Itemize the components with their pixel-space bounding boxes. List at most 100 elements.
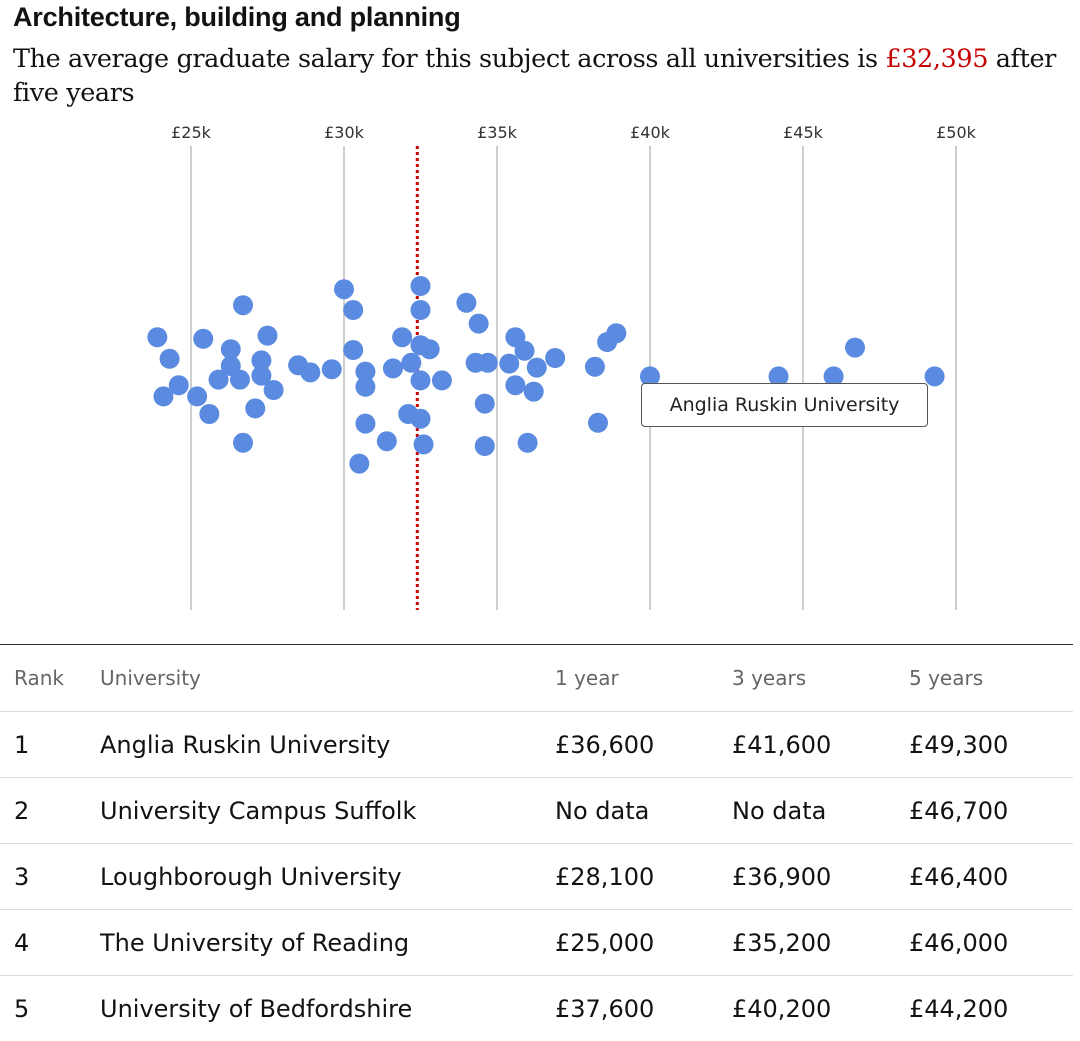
university-dot[interactable] <box>411 409 431 429</box>
university-dot[interactable] <box>343 300 363 320</box>
university-dot[interactable] <box>420 339 440 359</box>
university-dot[interactable] <box>475 394 495 414</box>
university-dot[interactable] <box>199 404 219 424</box>
salary-3-years-cell: £40,200 <box>732 976 909 1041</box>
university-dot[interactable] <box>411 276 431 296</box>
university-dot[interactable] <box>401 353 421 373</box>
salary-3-years-cell: No data <box>732 778 909 844</box>
university-dot[interactable] <box>169 375 189 395</box>
column-header-3-years[interactable]: 3 years <box>732 645 909 712</box>
university-dot[interactable] <box>505 375 525 395</box>
rank-cell: 3 <box>0 844 100 910</box>
salary-1-year-cell: £37,600 <box>555 976 732 1041</box>
university-dot[interactable] <box>545 348 565 368</box>
university-dot[interactable] <box>147 327 167 347</box>
university-cell: Anglia Ruskin University <box>100 712 555 778</box>
university-dot[interactable] <box>515 341 535 361</box>
university-dot[interactable] <box>258 326 278 346</box>
university-dot[interactable] <box>411 370 431 390</box>
university-dot[interactable] <box>456 293 476 313</box>
salary-5-years-cell: £49,300 <box>909 712 1073 778</box>
table-row[interactable]: 2 University Campus Suffolk No data No d… <box>0 778 1073 844</box>
university-dot[interactable] <box>524 382 544 402</box>
university-dot[interactable] <box>475 436 495 456</box>
university-dot[interactable] <box>432 370 452 390</box>
university-dot[interactable] <box>300 362 320 382</box>
rank-cell: 1 <box>0 712 100 778</box>
university-dot[interactable] <box>383 358 403 378</box>
university-dot[interactable] <box>518 433 538 453</box>
x-tick-label: £40k <box>630 123 671 142</box>
university-cell: Loughborough University <box>100 844 555 910</box>
x-tick-label: £30k <box>324 123 365 142</box>
university-dot[interactable] <box>264 380 284 400</box>
subtitle-prefix: The average graduate salary for this sub… <box>13 44 878 74</box>
table-row[interactable]: 4 The University of Reading £25,000 £35,… <box>0 910 1073 976</box>
university-tooltip: Anglia Ruskin University <box>641 383 928 427</box>
salary-1-year-cell: £28,100 <box>555 844 732 910</box>
university-dot[interactable] <box>478 353 498 373</box>
university-dot[interactable] <box>527 358 547 378</box>
salary-5-years-cell: £46,700 <box>909 778 1073 844</box>
university-dot[interactable] <box>187 386 207 406</box>
university-dot[interactable] <box>499 354 519 374</box>
university-cell: University of Bedfordshire <box>100 976 555 1041</box>
university-dot[interactable] <box>925 366 945 386</box>
university-dot[interactable] <box>469 314 489 334</box>
x-tick-label: £25k <box>171 123 212 142</box>
table-row[interactable]: 1 Anglia Ruskin University £36,600 £41,6… <box>0 712 1073 778</box>
university-dot[interactable] <box>251 350 271 370</box>
university-dot[interactable] <box>411 300 431 320</box>
table-row[interactable]: 5 University of Bedfordshire £37,600 £40… <box>0 976 1073 1041</box>
university-dot[interactable] <box>193 329 213 349</box>
salary-3-years-cell: £36,900 <box>732 844 909 910</box>
university-dot[interactable] <box>233 295 253 315</box>
university-dot[interactable] <box>392 327 412 347</box>
salary-3-years-cell: £41,600 <box>732 712 909 778</box>
university-dot[interactable] <box>322 359 342 379</box>
university-dot[interactable] <box>230 370 250 390</box>
column-header-rank[interactable]: Rank <box>0 645 100 712</box>
university-dot[interactable] <box>355 414 375 434</box>
rank-cell: 2 <box>0 778 100 844</box>
average-salary-value: £32,395 <box>885 44 988 74</box>
salary-5-years-cell: £46,000 <box>909 910 1073 976</box>
salary-5-years-cell: £44,200 <box>909 976 1073 1041</box>
university-dot[interactable] <box>349 454 369 474</box>
chart-subtitle: The average graduate salary for this sub… <box>13 42 1073 110</box>
university-dot[interactable] <box>414 434 434 454</box>
university-dot[interactable] <box>355 377 375 397</box>
university-dot[interactable] <box>845 338 865 358</box>
salary-1-year-cell: £36,600 <box>555 712 732 778</box>
salary-table: Rank University 1 year 3 years 5 years 1… <box>0 644 1073 1041</box>
university-dot[interactable] <box>160 349 180 369</box>
rank-cell: 4 <box>0 910 100 976</box>
x-tick-label: £50k <box>936 123 977 142</box>
university-dot[interactable] <box>585 357 605 377</box>
column-header-university[interactable]: University <box>100 645 555 712</box>
table-row[interactable]: 3 Loughborough University £28,100 £36,90… <box>0 844 1073 910</box>
chart-title: Architecture, building and planning <box>13 2 461 33</box>
beeswarm-chart: £25k £30k £35k £40k £45k £50k <box>0 110 1080 615</box>
university-cell: The University of Reading <box>100 910 555 976</box>
university-dot[interactable] <box>377 431 397 451</box>
university-dot[interactable] <box>334 279 354 299</box>
salary-3-years-cell: £35,200 <box>732 910 909 976</box>
table-header-row: Rank University 1 year 3 years 5 years <box>0 645 1073 712</box>
rank-cell: 5 <box>0 976 100 1041</box>
university-dot[interactable] <box>588 413 608 433</box>
university-dot[interactable] <box>245 398 265 418</box>
column-header-1-year[interactable]: 1 year <box>555 645 732 712</box>
salary-5-years-cell: £46,400 <box>909 844 1073 910</box>
university-dot[interactable] <box>606 323 626 343</box>
salary-1-year-cell: £25,000 <box>555 910 732 976</box>
data-points <box>147 276 944 474</box>
x-tick-label: £35k <box>477 123 518 142</box>
column-header-5-years[interactable]: 5 years <box>909 645 1073 712</box>
university-dot[interactable] <box>221 339 241 359</box>
university-dot[interactable] <box>343 340 363 360</box>
x-tick-label: £45k <box>783 123 824 142</box>
university-dot[interactable] <box>233 433 253 453</box>
salary-1-year-cell: No data <box>555 778 732 844</box>
university-cell: University Campus Suffolk <box>100 778 555 844</box>
